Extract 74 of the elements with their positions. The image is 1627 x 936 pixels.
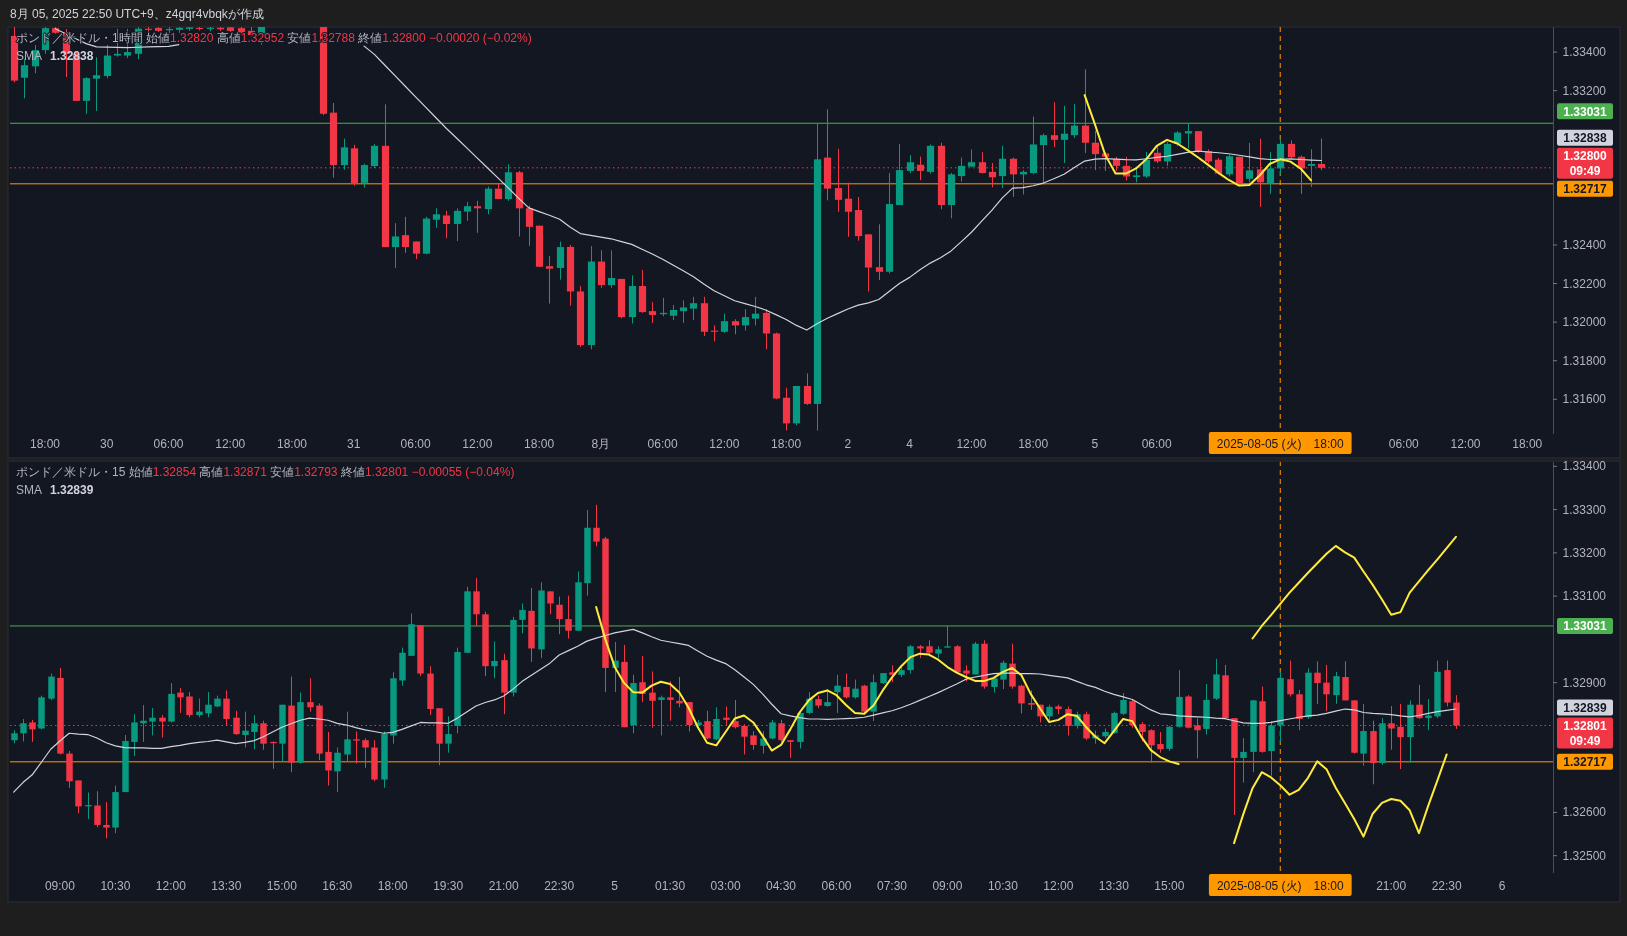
x-tick-label: 5 — [611, 879, 619, 893]
x-tick-label: 18:00 — [1512, 437, 1543, 451]
y-tick-label: 1.31600 — [1562, 392, 1607, 407]
y-tick-label: 1.32500 — [1562, 848, 1607, 863]
chart-title: ポンド／米ドル・15 始値1.32854 高値1.32871 安値1.32793 終値1.32801 −0.00055 (−0.04%) — [16, 465, 515, 479]
chart-subtitle: 8月 05, 2025 22:50 UTC+9、z4gqr4vbqkが作成 — [10, 7, 264, 21]
x-tick-label: 6 — [1498, 879, 1506, 893]
x-tick-label: 18:00 — [277, 437, 308, 451]
x-tick-label: 21:00 — [488, 879, 520, 893]
y-tick-label: 1.33400 — [1562, 45, 1607, 60]
y-tick-label: 1.31800 — [1562, 353, 1607, 368]
ref-line-label: 1.32717 — [1563, 182, 1608, 197]
x-tick-label: 31 — [347, 437, 361, 451]
y-tick-label: 1.33100 — [1562, 589, 1607, 604]
x-tick-label: 2025-08-05 (火) 18:00 — [1216, 879, 1344, 893]
x-tick-label: 2 — [844, 437, 852, 451]
x-tick-label: 18:00 — [377, 879, 409, 893]
x-tick-label: 13:30 — [211, 879, 242, 893]
x-tick-label: 22:30 — [1431, 879, 1463, 893]
x-tick-label: 8月 — [591, 437, 611, 451]
x-tick-label: 18:00 — [524, 437, 555, 451]
x-tick-label: 06:00 — [821, 879, 852, 893]
x-tick-label: 19:30 — [433, 879, 464, 893]
x-tick-label: 12:00 — [956, 437, 987, 451]
x-tick-label: 15:00 — [266, 879, 298, 893]
x-tick-label: 07:30 — [876, 879, 908, 893]
x-tick-label: 16:30 — [322, 879, 353, 893]
annotation: 1.32839 — [50, 483, 94, 497]
x-tick-label: 06:00 — [647, 437, 678, 451]
x-tick-label: 09:00 — [932, 879, 963, 893]
x-tick-label: 10:30 — [987, 879, 1019, 893]
x-tick-label: 12:00 — [1450, 437, 1481, 451]
y-tick-label: 1.33200 — [1562, 545, 1607, 560]
x-tick-label: 01:30 — [655, 879, 686, 893]
y-tick-label: 1.32900 — [1562, 675, 1607, 690]
x-tick-label: 15:00 — [1154, 879, 1185, 893]
x-tick-label: 12:00 — [155, 879, 187, 893]
y-tick-label: 1.33200 — [1562, 83, 1607, 98]
x-tick-label: 21:00 — [1376, 879, 1407, 893]
text: SMA — [16, 483, 43, 497]
x-tick-label: 06:00 — [400, 437, 431, 451]
x-tick-label: 12:00 — [709, 437, 740, 451]
x-tick-label: 4 — [906, 437, 914, 451]
x-tick-label: 03:00 — [710, 879, 741, 893]
y-tick-label: 1.33300 — [1562, 502, 1607, 517]
ref-line-label: 1.32800 09:49 — [1563, 149, 1608, 179]
y-tick-label: 1.32000 — [1562, 315, 1607, 330]
x-tick-label: 5 — [1091, 437, 1099, 451]
x-tick-label: 12:00 — [1043, 879, 1074, 893]
text: 1.32839 — [1563, 700, 1607, 715]
x-tick-label: 04:30 — [766, 879, 797, 893]
text: 1.32838 — [1563, 131, 1607, 146]
ref-line-label: 1.33031 — [1563, 104, 1608, 119]
x-tick-label: 06:00 — [153, 437, 184, 451]
x-tick-label: 06:00 — [1141, 437, 1173, 451]
x-tick-label: 18:00 — [771, 437, 802, 451]
x-tick-label: 18:00 — [1018, 437, 1049, 451]
x-tick-label: 12:00 — [215, 437, 246, 451]
x-tick-label: 10:30 — [100, 879, 131, 893]
ref-line-label: 1.33031 — [1563, 619, 1608, 634]
x-tick-label: 30 — [100, 437, 114, 451]
x-tick-label: 18:00 — [29, 437, 61, 451]
x-tick-label: 12:00 — [462, 437, 493, 451]
ref-line-label: 1.32801 09:49 — [1563, 718, 1608, 748]
x-tick-label: 2025-08-05 (火) 18:00 — [1216, 437, 1344, 451]
ref-line-label: 1.32717 — [1563, 755, 1608, 770]
x-tick-label: 09:00 — [44, 879, 76, 893]
x-tick-label: 06:00 — [1388, 437, 1420, 451]
y-tick-label: 1.32200 — [1562, 276, 1607, 291]
y-tick-label: 1.32600 — [1562, 805, 1607, 820]
y-tick-label: 1.33400 — [1562, 459, 1607, 474]
x-tick-label: 22:30 — [544, 879, 575, 893]
y-tick-label: 1.32400 — [1562, 237, 1607, 252]
x-tick-label: 13:30 — [1098, 879, 1130, 893]
